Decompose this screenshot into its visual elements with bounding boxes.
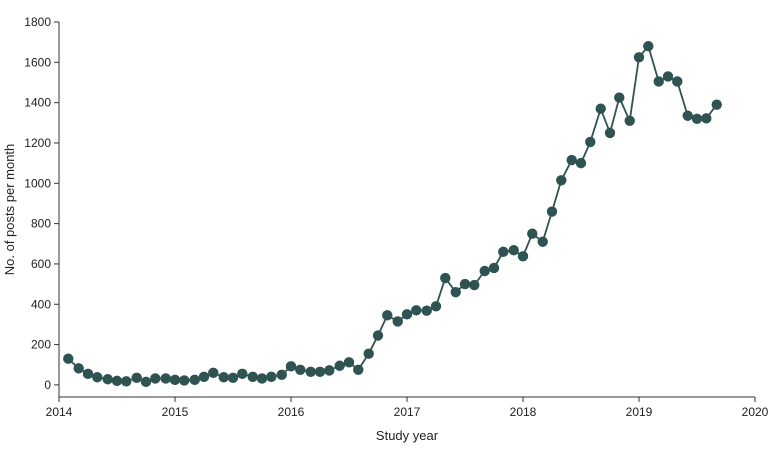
data-point <box>508 245 519 256</box>
data-point <box>150 373 161 384</box>
data-point <box>372 330 384 341</box>
data-point <box>353 364 364 375</box>
data-point <box>624 115 635 126</box>
data-point <box>285 361 297 372</box>
data-point <box>92 372 103 383</box>
data-point <box>653 76 664 87</box>
data-point <box>450 286 461 298</box>
data-point <box>189 374 200 386</box>
axes <box>58 22 755 398</box>
data-point <box>140 376 152 388</box>
data-point <box>324 365 335 376</box>
data-point <box>343 357 355 368</box>
data-point <box>633 52 645 63</box>
y-tick-label: 800 <box>31 217 51 231</box>
data-point <box>227 372 239 384</box>
data-point <box>363 348 374 359</box>
data-point <box>595 103 606 114</box>
data-point <box>179 375 190 386</box>
data-point <box>469 279 480 291</box>
y-tick-label: 1000 <box>24 176 51 190</box>
data-point <box>314 366 326 377</box>
data-point <box>556 175 567 186</box>
data-point <box>440 272 451 284</box>
y-tick-label: 1800 <box>24 15 51 29</box>
data-point <box>537 236 548 247</box>
data-point <box>459 278 471 290</box>
data-point <box>198 371 210 383</box>
data-point <box>682 110 693 121</box>
data-point <box>266 371 277 383</box>
tick-labels: 2014 2015 2016 2017 2018 2019 2020 0 200 400 600 80… <box>24 15 768 419</box>
x-tick-label: 2018 <box>510 405 537 419</box>
data-point <box>479 265 490 277</box>
data-point <box>208 367 219 379</box>
data-points <box>63 40 722 388</box>
data-point <box>256 373 268 384</box>
data-point <box>102 374 113 385</box>
data-point <box>488 262 500 274</box>
data-point <box>169 374 181 386</box>
data-point <box>63 353 74 364</box>
data-point <box>276 369 287 381</box>
data-point <box>575 157 587 169</box>
data-point <box>82 368 94 380</box>
data-point <box>121 376 132 387</box>
x-tick-label: 2015 <box>162 405 189 419</box>
data-point <box>643 40 654 52</box>
data-point <box>237 368 248 380</box>
data-point <box>430 301 442 312</box>
data-point <box>701 113 712 124</box>
data-point <box>111 375 123 387</box>
data-point <box>498 246 509 258</box>
data-point <box>604 127 616 139</box>
x-axis-title: Study year <box>376 428 439 443</box>
y-tick-label: 200 <box>31 338 51 352</box>
data-point <box>295 364 306 375</box>
y-tick-label: 1200 <box>24 136 51 150</box>
x-tick-label: 2014 <box>46 405 73 419</box>
y-tick-label: 1400 <box>24 96 51 110</box>
data-point <box>517 251 529 262</box>
data-point <box>131 372 142 384</box>
data-point <box>247 371 258 383</box>
data-point <box>334 360 345 371</box>
data-point <box>672 76 683 87</box>
y-tick-label: 600 <box>31 257 51 271</box>
data-point <box>614 92 625 103</box>
x-tick-label: 2019 <box>626 405 653 419</box>
data-point <box>711 99 722 110</box>
data-point <box>382 310 393 321</box>
data-point <box>421 305 432 316</box>
x-tick-label: 2020 <box>742 405 769 419</box>
data-point <box>392 316 403 327</box>
data-point <box>566 154 577 166</box>
data-point <box>160 373 171 384</box>
y-axis-title: No. of posts per month <box>2 144 17 276</box>
data-point <box>691 113 703 124</box>
data-point <box>527 228 538 239</box>
tick-marks <box>54 21 756 402</box>
data-point <box>585 136 596 148</box>
y-tick-label: 0 <box>44 378 51 392</box>
data-point <box>73 363 84 374</box>
data-point <box>401 309 413 320</box>
y-tick-label: 1600 <box>24 55 51 69</box>
data-point <box>411 305 422 316</box>
x-tick-label: 2016 <box>278 405 305 419</box>
data-point <box>218 372 229 383</box>
data-point <box>305 366 316 377</box>
x-tick-label: 2017 <box>394 405 421 419</box>
y-tick-label: 400 <box>31 297 51 311</box>
data-point <box>546 206 558 217</box>
data-point <box>662 71 674 82</box>
